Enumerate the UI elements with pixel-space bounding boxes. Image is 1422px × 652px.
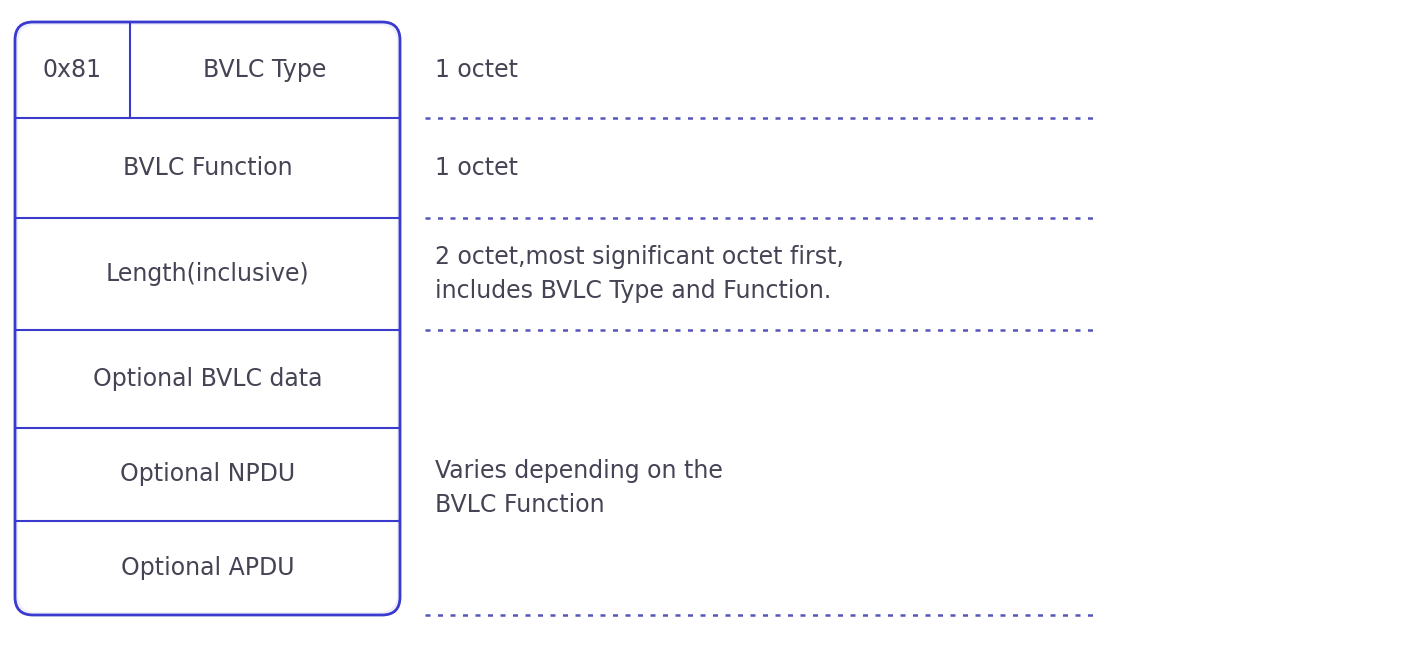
Text: BVLC Function: BVLC Function bbox=[122, 156, 293, 180]
Text: Optional APDU: Optional APDU bbox=[121, 556, 294, 580]
Text: Length(inclusive): Length(inclusive) bbox=[105, 262, 310, 286]
FancyBboxPatch shape bbox=[16, 22, 400, 615]
Text: 2 octet,most significant octet first,
includes BVLC Type and Function.: 2 octet,most significant octet first, in… bbox=[435, 245, 843, 303]
Text: 1 octet: 1 octet bbox=[435, 156, 518, 180]
FancyBboxPatch shape bbox=[18, 25, 397, 612]
Text: Optional NPDU: Optional NPDU bbox=[119, 462, 294, 486]
Text: 0x81: 0x81 bbox=[43, 58, 102, 82]
Text: 1 octet: 1 octet bbox=[435, 58, 518, 82]
Text: Varies depending on the
BVLC Function: Varies depending on the BVLC Function bbox=[435, 459, 722, 517]
Text: BVLC Type: BVLC Type bbox=[203, 58, 327, 82]
Text: Optional BVLC data: Optional BVLC data bbox=[92, 367, 323, 391]
